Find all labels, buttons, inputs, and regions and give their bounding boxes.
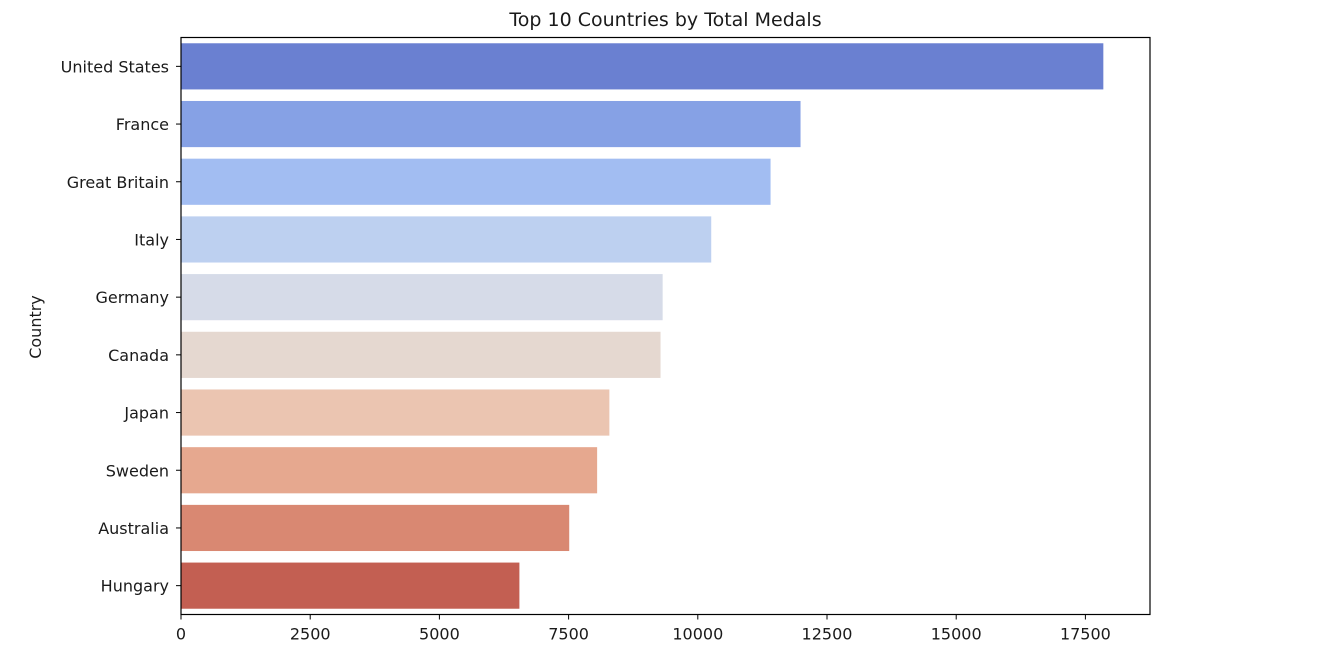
y-tick-label: Italy — [134, 230, 169, 249]
bar-italy — [181, 216, 712, 263]
bar-canada — [181, 331, 661, 378]
bar-great-britain — [181, 158, 771, 205]
y-axis-label: Country — [26, 295, 45, 359]
x-tick-label: 5000 — [419, 625, 460, 644]
chart-title: Top 10 Countries by Total Medals — [508, 9, 821, 31]
x-tick-label: 10000 — [672, 625, 723, 644]
y-tick-label: Hungary — [101, 577, 169, 596]
bar-australia — [181, 504, 570, 552]
x-tick-label: 7500 — [548, 625, 589, 644]
bar-france — [181, 100, 801, 148]
bar-germany — [181, 274, 663, 321]
x-tick-label: 0 — [176, 625, 186, 644]
bar-sweden — [181, 447, 598, 494]
y-tick-label: United States — [61, 57, 169, 76]
x-tick-label: 17500 — [1060, 625, 1111, 644]
x-tick-label: 15000 — [931, 625, 982, 644]
y-tick-label: Sweden — [106, 461, 169, 480]
y-tick-label: Germany — [95, 288, 169, 307]
y-tick-label: Australia — [98, 519, 169, 538]
y-tick-label: Japan — [123, 404, 169, 423]
y-tick-label: France — [116, 115, 169, 134]
bar-hungary — [181, 562, 520, 609]
x-tick-label: 12500 — [802, 625, 853, 644]
y-tick-label: Canada — [108, 346, 169, 365]
x-tick-label: 2500 — [290, 625, 331, 644]
plot-frame — [180, 36, 1151, 616]
bar-japan — [181, 389, 610, 436]
bar-united-states — [181, 43, 1104, 90]
y-tick-label: Great Britain — [67, 173, 169, 192]
